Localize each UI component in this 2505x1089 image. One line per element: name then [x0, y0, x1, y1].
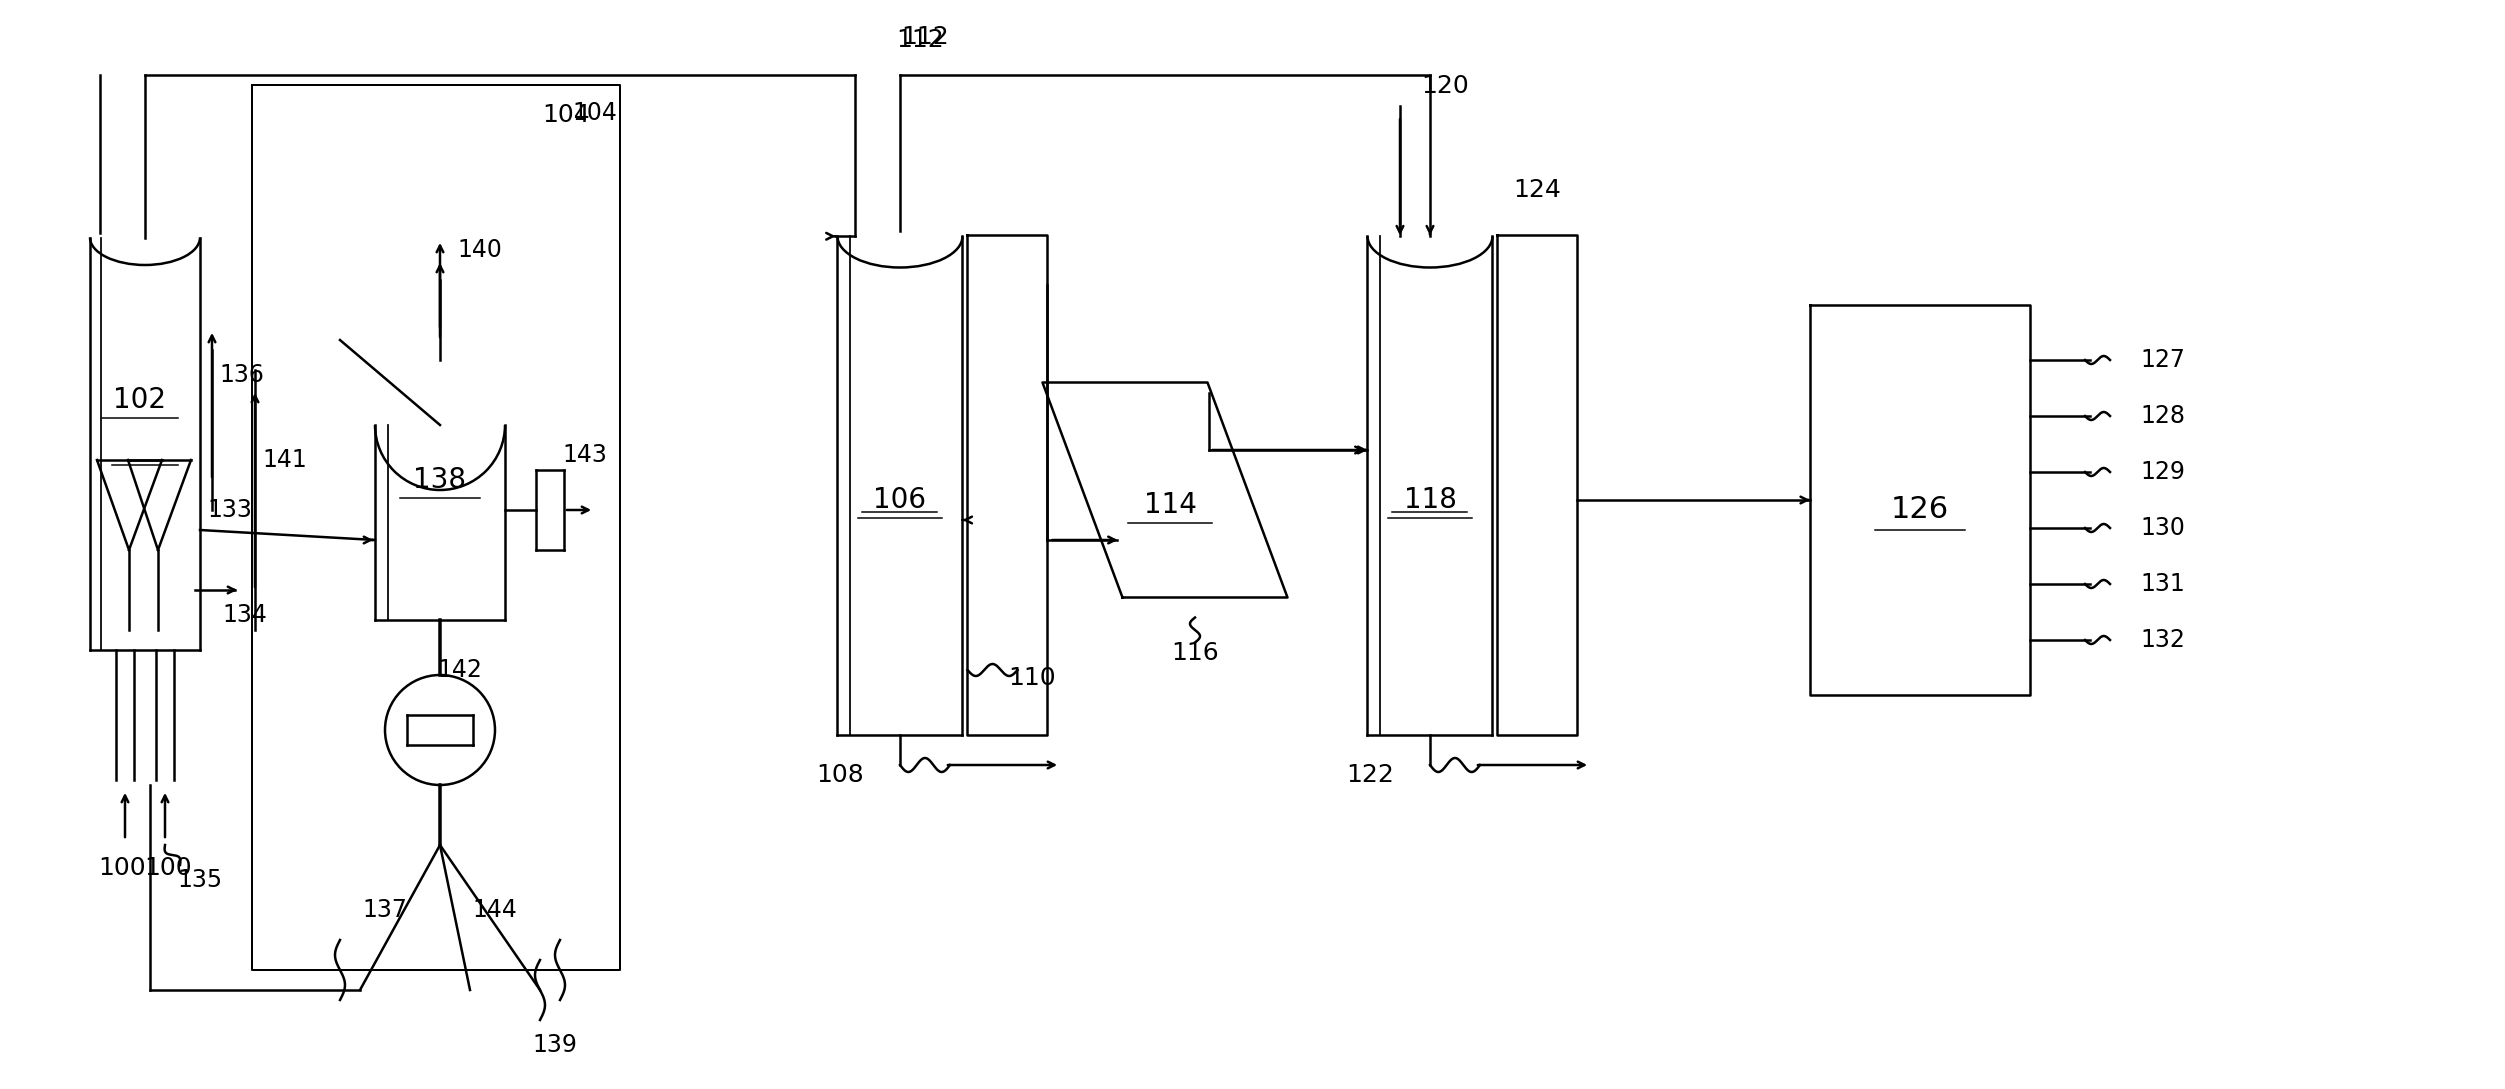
- Text: 137: 137: [363, 898, 408, 922]
- Text: 112: 112: [897, 28, 944, 52]
- Text: 142: 142: [438, 658, 483, 682]
- Text: 136: 136: [220, 363, 266, 387]
- Text: 135: 135: [178, 868, 223, 892]
- Text: 141: 141: [263, 448, 308, 472]
- Text: 118: 118: [1403, 486, 1455, 514]
- Text: 116: 116: [1172, 640, 1220, 664]
- Text: 120: 120: [1420, 74, 1468, 98]
- Text: 132: 132: [2139, 628, 2184, 652]
- Text: 112: 112: [902, 25, 949, 49]
- Text: 126: 126: [1891, 495, 1949, 525]
- Text: 102: 102: [113, 386, 165, 414]
- Text: 128: 128: [2139, 404, 2184, 428]
- Text: 104: 104: [574, 101, 616, 125]
- Text: 131: 131: [2139, 572, 2184, 596]
- Text: 133: 133: [208, 498, 253, 522]
- Text: 130: 130: [2139, 516, 2184, 540]
- Text: 134: 134: [223, 603, 268, 627]
- Text: 108: 108: [817, 763, 864, 787]
- Text: 114: 114: [1145, 491, 1197, 519]
- Text: 144: 144: [473, 898, 519, 922]
- Text: 100: 100: [145, 856, 193, 880]
- Text: 106: 106: [874, 486, 927, 514]
- Text: 127: 127: [2139, 348, 2184, 372]
- Text: 122: 122: [1345, 763, 1393, 787]
- Text: 138: 138: [413, 466, 466, 494]
- Text: 129: 129: [2139, 460, 2184, 484]
- Text: 110: 110: [1010, 666, 1057, 690]
- Text: 124: 124: [1513, 178, 1561, 201]
- Text: 140: 140: [458, 238, 504, 262]
- Text: 143: 143: [564, 443, 606, 467]
- Text: 139: 139: [534, 1033, 579, 1057]
- Text: 104: 104: [541, 103, 591, 127]
- Text: 100: 100: [98, 856, 145, 880]
